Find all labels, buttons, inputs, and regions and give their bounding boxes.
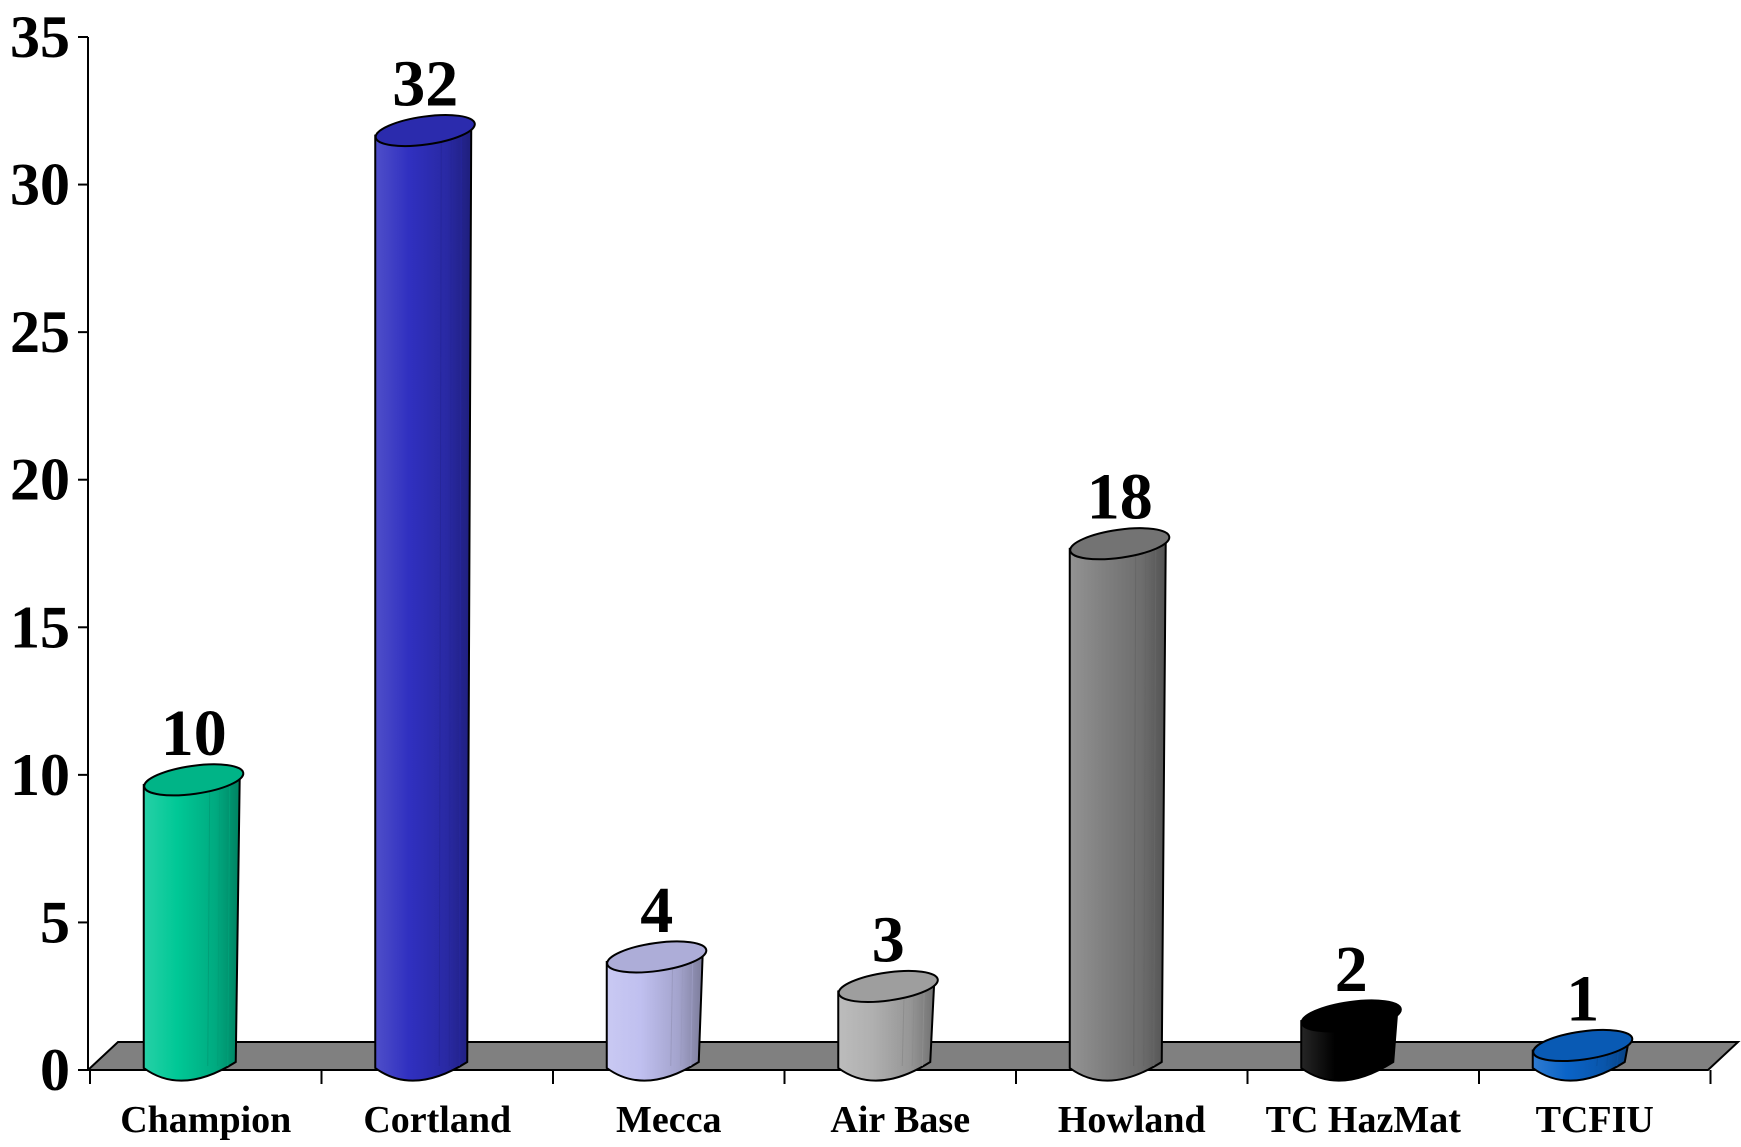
- bar-air-base: [837, 969, 939, 1082]
- bar-top: [143, 763, 245, 797]
- y-tick-label: 35: [10, 4, 70, 70]
- bar-facet: [1153, 544, 1157, 1067]
- bar-facet: [1384, 1016, 1388, 1067]
- bar-champion: [142, 763, 245, 1082]
- bar-top: [374, 114, 476, 148]
- data-label: 10: [161, 697, 227, 770]
- bar-facet: [448, 131, 452, 1067]
- bar-facet: [227, 780, 231, 1067]
- bar-facet: [901, 987, 905, 1067]
- y-tick-label: 30: [10, 152, 70, 218]
- y-tick-label: 0: [40, 1037, 70, 1103]
- x-tick-label: Howland: [1058, 1099, 1206, 1141]
- y-tick-label: 15: [10, 594, 70, 660]
- bar-facet: [458, 131, 462, 1067]
- data-label: 2: [1335, 933, 1368, 1006]
- y-tick-label: 20: [10, 447, 70, 513]
- bar-body: [1068, 537, 1167, 1082]
- bar-facet: [207, 780, 211, 1067]
- x-tick-label: Champion: [120, 1099, 291, 1141]
- bar-body: [142, 773, 241, 1082]
- data-label: 1: [1566, 962, 1599, 1035]
- bar-mecca: [605, 940, 708, 1082]
- bar-top: [606, 940, 708, 974]
- data-label: 18: [1087, 461, 1153, 534]
- x-tick-label: TC HazMat: [1266, 1099, 1462, 1141]
- data-label: 4: [640, 874, 673, 947]
- bar-facet: [1133, 544, 1137, 1067]
- x-tick-label: TCFIU: [1536, 1099, 1654, 1141]
- bar-tc-hazmat: [1300, 999, 1402, 1082]
- bar-top: [1532, 1028, 1634, 1062]
- data-label: 32: [392, 48, 458, 121]
- bar-facet: [670, 957, 674, 1067]
- bar-facet: [911, 987, 915, 1067]
- bar-body: [837, 980, 936, 1082]
- bar-facet: [921, 987, 925, 1067]
- bar-howland: [1068, 527, 1171, 1082]
- bar-facet: [680, 957, 684, 1067]
- bar-body: [374, 124, 473, 1082]
- bar-facet: [438, 131, 442, 1067]
- data-label: 3: [872, 903, 905, 976]
- x-tick-label: Cortland: [363, 1099, 511, 1141]
- bar-facet: [1143, 544, 1147, 1067]
- bar-top: [1300, 999, 1402, 1033]
- bar-facet: [690, 957, 694, 1067]
- bar-top: [1069, 527, 1171, 561]
- y-tick-label: 5: [40, 889, 70, 955]
- bar-tcfiu: [1531, 1028, 1634, 1082]
- y-tick-label: 10: [10, 742, 70, 808]
- bar-body: [605, 950, 704, 1082]
- x-tick-label: Air Base: [830, 1099, 970, 1141]
- bar-cortland: [374, 114, 476, 1082]
- bar-top: [837, 969, 939, 1003]
- y-tick-label: 25: [10, 299, 70, 365]
- x-tick-label: Mecca: [616, 1099, 721, 1141]
- bar-facet: [217, 780, 221, 1067]
